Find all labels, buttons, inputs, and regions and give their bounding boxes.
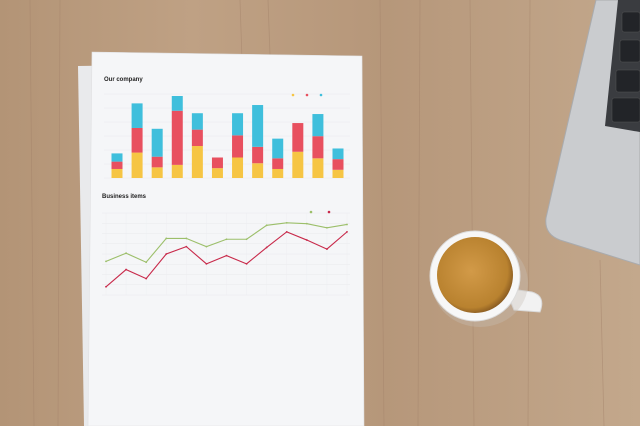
bar-segment xyxy=(171,164,183,178)
bar-segment xyxy=(151,128,163,157)
bar-segment xyxy=(191,129,203,147)
wood-grain xyxy=(29,0,605,426)
bar-segment xyxy=(272,138,284,159)
line-point xyxy=(245,238,248,241)
coffee-cup xyxy=(429,230,543,327)
line-point xyxy=(165,237,168,240)
line-point xyxy=(225,238,228,241)
bar-segment xyxy=(252,163,264,178)
bar-segment xyxy=(211,168,223,178)
line-point xyxy=(265,224,268,227)
line-point xyxy=(145,261,148,264)
line-point xyxy=(205,262,208,265)
bar-segment xyxy=(232,157,244,178)
legend-marker xyxy=(291,93,295,97)
line-point xyxy=(105,260,107,263)
bar-segment xyxy=(332,148,344,160)
line-point xyxy=(346,230,348,233)
line-point xyxy=(326,248,328,250)
line-point xyxy=(205,245,208,248)
line-point xyxy=(326,226,328,229)
line-point xyxy=(125,268,127,271)
line-point xyxy=(346,223,348,226)
line-point xyxy=(225,254,228,257)
line-point xyxy=(285,221,288,224)
legend-marker xyxy=(305,93,309,97)
bar-segment xyxy=(111,168,123,178)
bar-segment xyxy=(111,153,123,162)
line-point xyxy=(285,230,288,233)
bar-segment xyxy=(151,167,163,178)
line-point xyxy=(165,253,168,255)
bar-segment xyxy=(131,103,143,128)
bar-segment xyxy=(332,159,344,170)
legend-marker xyxy=(309,210,313,214)
keyboard-keys xyxy=(611,11,640,123)
bar-segment xyxy=(111,161,123,169)
line-point xyxy=(125,252,127,255)
line-chart-title: Business items xyxy=(102,194,147,200)
line-point xyxy=(305,222,308,225)
legend-marker xyxy=(327,210,331,214)
bar-segment xyxy=(232,135,244,158)
bar-segment xyxy=(211,157,223,169)
bar-segment xyxy=(171,96,183,111)
bar-segment xyxy=(292,123,304,152)
bar-segment xyxy=(151,156,163,168)
line-point xyxy=(105,285,107,288)
bar-segment xyxy=(191,113,203,130)
bar-chart xyxy=(104,93,350,179)
bar-segment xyxy=(312,136,324,159)
line-chart xyxy=(102,210,350,296)
bar-segment xyxy=(252,146,264,164)
bar-segment xyxy=(312,114,324,137)
bar-segment xyxy=(131,152,143,178)
bar-segment xyxy=(292,151,304,178)
line-point xyxy=(305,239,308,241)
legend-marker xyxy=(319,93,323,97)
line-point xyxy=(145,277,148,280)
bar-segment xyxy=(252,105,264,147)
bar-segment xyxy=(232,113,244,136)
line-point xyxy=(185,245,188,248)
bar-segment xyxy=(272,168,284,178)
bar-segment xyxy=(171,110,183,165)
bar-segment xyxy=(131,127,143,153)
bar-segment xyxy=(191,146,203,178)
bar-segment xyxy=(272,158,284,169)
laptop xyxy=(545,0,640,266)
coffee xyxy=(437,237,513,313)
bar-chart-title: Our company xyxy=(104,77,143,83)
line-point xyxy=(185,237,188,240)
line-point xyxy=(245,262,248,265)
bar-segment xyxy=(332,169,344,178)
line-point xyxy=(265,246,268,249)
bar-segment xyxy=(312,158,324,178)
